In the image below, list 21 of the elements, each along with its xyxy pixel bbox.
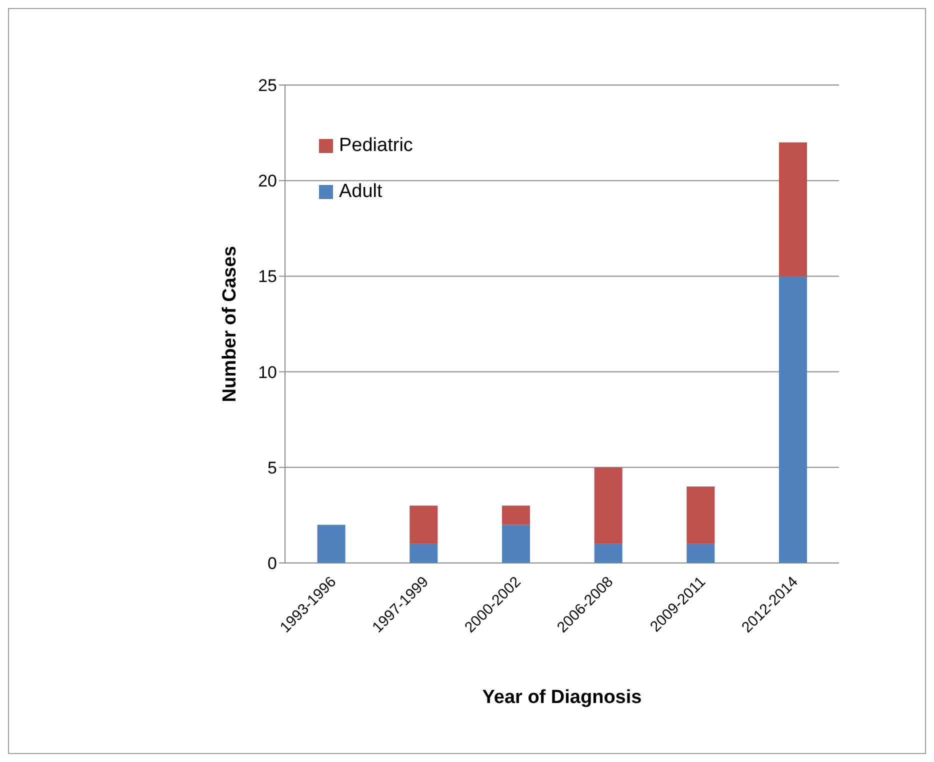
bar [686,544,715,563]
bar [502,506,530,525]
legend-label: Adult [339,181,382,203]
y-axis-title: Number of Cases [220,246,241,402]
y-tick-label: 15 [258,267,277,286]
y-tick-label: 20 [258,172,277,191]
bar [778,276,807,563]
y-tick-label: 25 [258,76,277,96]
bar [778,142,807,276]
bar [502,524,530,563]
bar [317,524,346,563]
y-tick-label: 5 [268,458,277,478]
legend-label: Pediatric [339,135,413,157]
bar [410,506,438,544]
y-tick-label: 0 [268,554,277,574]
bar [410,544,438,563]
bar [686,486,715,544]
bar [594,467,622,544]
x-axis-title: Year of Diagnosis [482,687,642,708]
y-tick-label: 10 [258,362,277,382]
bar [594,544,622,563]
